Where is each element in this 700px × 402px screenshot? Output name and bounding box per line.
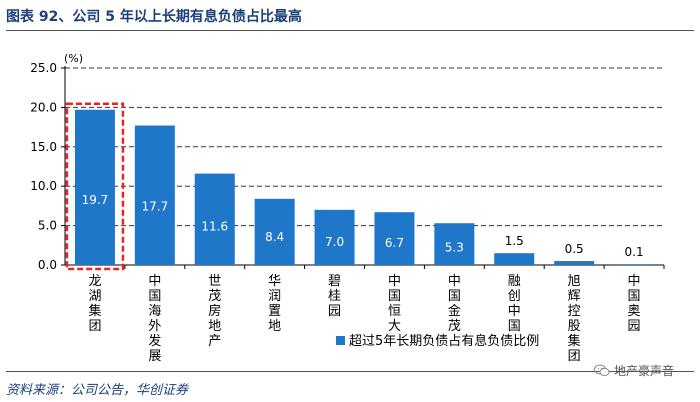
watermark: 地产豪声音 xyxy=(593,362,674,379)
highlight-box xyxy=(65,102,125,271)
x-tick-label: 龙湖集团 xyxy=(88,274,101,334)
bar-2 xyxy=(134,125,175,265)
y-tick-label: 0.0 xyxy=(38,258,57,272)
bar-10 xyxy=(614,264,655,265)
watermark-text: 地产豪声音 xyxy=(613,364,674,378)
legend-label: 超过5年长期负债占有息负债比例 xyxy=(349,333,539,349)
data-label: 6.7 xyxy=(385,236,404,250)
x-tick-label: 华润置地 xyxy=(268,274,281,334)
y-tick-label: 5.0 xyxy=(38,219,57,233)
x-tick-label: 融创中国 xyxy=(508,274,521,334)
data-label: 5.3 xyxy=(445,240,464,254)
data-label: 19.7 xyxy=(82,193,109,207)
data-label: 0.5 xyxy=(565,242,584,256)
x-tick-label: 中国海外发展 xyxy=(148,274,161,364)
y-tick-label: 20.0 xyxy=(30,100,57,114)
data-label: 8.4 xyxy=(265,230,284,244)
bar-8 xyxy=(494,253,535,265)
y-tick-label: 10.0 xyxy=(30,179,57,193)
data-label: 0.1 xyxy=(625,245,644,259)
bar-9 xyxy=(554,261,595,265)
x-tick-label: 世茂房地产 xyxy=(208,274,221,349)
page-title: 图表 92、公司 5 年以上长期有息负债占比最高 xyxy=(6,9,302,25)
x-tick-label: 旭辉控股集团 xyxy=(568,274,581,364)
data-label: 1.5 xyxy=(505,234,524,248)
bar-3 xyxy=(194,173,235,265)
source-note: 资料来源：公司公告，华创证券 xyxy=(6,383,189,398)
bar-4 xyxy=(254,198,295,265)
x-tick-label: 中国金茂 xyxy=(448,274,461,334)
bar-6 xyxy=(374,212,415,265)
x-tick-label: 中国奥园 xyxy=(628,274,641,334)
bar-1 xyxy=(74,109,115,265)
legend-swatch xyxy=(336,336,345,345)
data-label: 7.0 xyxy=(325,235,344,249)
y-unit-label: (%) xyxy=(64,52,83,65)
wechat-icon xyxy=(593,364,610,377)
data-label: 17.7 xyxy=(141,199,168,213)
x-tick-label: 碧桂园 xyxy=(328,274,341,319)
bar-7 xyxy=(434,223,475,265)
data-label: 11.6 xyxy=(201,220,228,234)
x-tick-label: 中国恒大 xyxy=(388,274,401,334)
footer-divider xyxy=(6,371,694,372)
bar-chart: (%) 0.0 5.0 10.0 15.0 20.0 25.0 19.7 龙湖集团 17.7 中国海… xyxy=(30,52,665,364)
title-divider xyxy=(6,30,694,31)
bar-5 xyxy=(314,209,355,265)
y-tick-label: 25.0 xyxy=(30,61,57,75)
y-tick-label: 15.0 xyxy=(30,140,57,154)
